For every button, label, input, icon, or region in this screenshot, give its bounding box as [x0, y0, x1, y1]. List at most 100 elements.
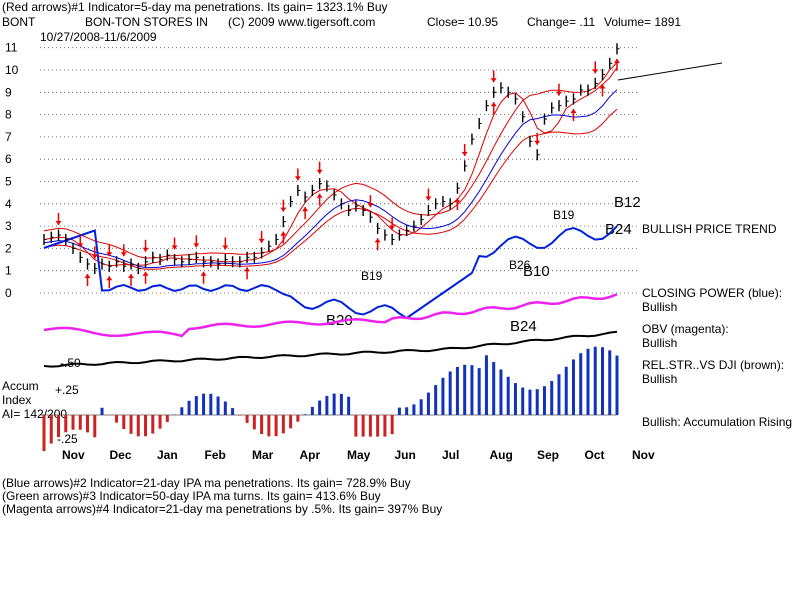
signal-arrow-head: [280, 207, 287, 212]
accum-bar: [144, 415, 148, 437]
date-range: 10/27/2008-11/6/2009: [40, 30, 157, 44]
accum-bar: [361, 415, 365, 437]
ticker-symbol: BONT: [2, 15, 36, 29]
month-label: Aug: [490, 448, 513, 462]
accum-bar: [339, 393, 343, 415]
month-label: Jan: [157, 448, 178, 462]
y-tick-label: 2: [5, 241, 12, 255]
signal-arrow-head: [106, 276, 113, 281]
accum-bar: [209, 393, 213, 415]
signal-arrow-head: [389, 225, 396, 230]
month-label: Jul: [442, 448, 459, 462]
accum-bar: [376, 415, 380, 437]
month-label: Mar: [252, 448, 274, 462]
y-tick-label: 1: [5, 264, 12, 278]
signal-arrow-head: [142, 247, 149, 252]
closing-power-value: Bullish: [642, 300, 678, 314]
signal-arrow-head: [599, 84, 606, 89]
company-name: BON-TON STORES IN: [85, 15, 208, 29]
accum-bar: [368, 415, 372, 437]
accum-bar: [252, 415, 256, 430]
accum-bar: [593, 346, 597, 415]
signal-label-b10: B10: [523, 263, 550, 280]
y-tick-label: 8: [5, 108, 12, 122]
accum-bar: [463, 364, 467, 415]
closing-power-line: [43, 225, 618, 320]
y-tick-label: 7: [5, 130, 12, 144]
signal-arrow-head: [316, 193, 323, 198]
accum-bar: [158, 415, 162, 429]
month-label: Oct: [585, 448, 605, 462]
accum-bar: [267, 415, 271, 437]
signal-arrow-head: [84, 274, 91, 279]
accum-bar: [194, 396, 198, 415]
signal-arrow-head: [258, 238, 265, 243]
month-label: Apr: [300, 448, 321, 462]
close-value: Close= 10.95: [427, 15, 499, 29]
ma-5-line: [43, 67, 618, 267]
accum-bar: [557, 374, 561, 415]
signal-arrow-head: [570, 108, 577, 113]
accum-bar: [93, 415, 97, 438]
relstr-value: Bullish: [642, 372, 678, 386]
signal-arrow-head: [490, 102, 497, 107]
signal-arrow-head: [222, 245, 229, 250]
accum-bar: [441, 377, 445, 415]
signal-arrow-head: [555, 91, 562, 96]
accum-bar: [434, 385, 438, 415]
accum-bar: [223, 401, 227, 415]
accum-bar: [136, 415, 140, 437]
copyright-text: (C) 2009 www.tigersoft.com: [228, 15, 376, 29]
signal-label-b26: B26: [509, 258, 531, 272]
accum-minus-label: -.25: [57, 432, 78, 446]
month-label: Dec: [110, 448, 132, 462]
accum-bar: [238, 415, 242, 416]
signal-arrow-head: [106, 252, 113, 257]
footer-line-1: (Blue arrows)#2 Indicator=21-day IPA ma …: [2, 476, 411, 490]
y-tick-label: 5: [5, 175, 12, 189]
y-tick-label: 4: [5, 197, 12, 211]
accum-bar: [564, 366, 568, 415]
signal-arrow-head: [490, 78, 497, 83]
accum-bar: [535, 389, 539, 415]
accum-bar: [499, 369, 503, 415]
accum-bar: [608, 350, 612, 415]
accum-bar: [412, 404, 416, 415]
y-tick-label: 11: [5, 41, 18, 55]
accum-bar: [528, 389, 532, 415]
accum-bar: [513, 383, 517, 415]
signal-arrow-head: [592, 69, 599, 74]
signal-arrow-head: [55, 221, 62, 226]
accum-bar: [426, 392, 430, 415]
accum-bar: [180, 407, 184, 415]
month-label: Jun: [395, 448, 416, 462]
accum-bar: [470, 365, 474, 415]
accum-bar: [42, 415, 46, 451]
accum-bar: [49, 415, 53, 444]
month-labels: Nov Dec Jan Feb Mar Apr May Jun Jul Aug Sep Oct Nov: [62, 448, 655, 462]
price-bars: [43, 43, 620, 275]
footer-line-3: (Magenta arrows)#4 Indicator=21-day ma p…: [2, 502, 443, 516]
signal-arrow-head: [193, 243, 200, 248]
accum-bar: [484, 355, 488, 415]
accum-bar: [122, 415, 126, 430]
accum-bar: [57, 415, 61, 438]
y-tick-label: 9: [5, 85, 12, 99]
accum-bar: [78, 415, 82, 430]
signal-arrow-head: [294, 176, 301, 181]
signal-arrow-head: [425, 196, 432, 201]
accum-bar: [586, 348, 590, 415]
signal-label-b24-high: B24: [605, 221, 632, 238]
accum-bar: [281, 415, 285, 434]
trend-line: [617, 62, 723, 81]
accum-bar: [216, 396, 220, 415]
signal-label-b24-low: B24: [510, 318, 537, 335]
relstr-label: REL.STR..VS DJI (brown):: [642, 358, 785, 372]
month-label: Nov: [62, 448, 85, 462]
obv-line: [43, 293, 618, 338]
accum-bar: [71, 415, 75, 430]
accum-bar: [274, 415, 278, 437]
signal-arrow-head: [614, 58, 620, 63]
y-tick-label: 0: [5, 286, 12, 300]
